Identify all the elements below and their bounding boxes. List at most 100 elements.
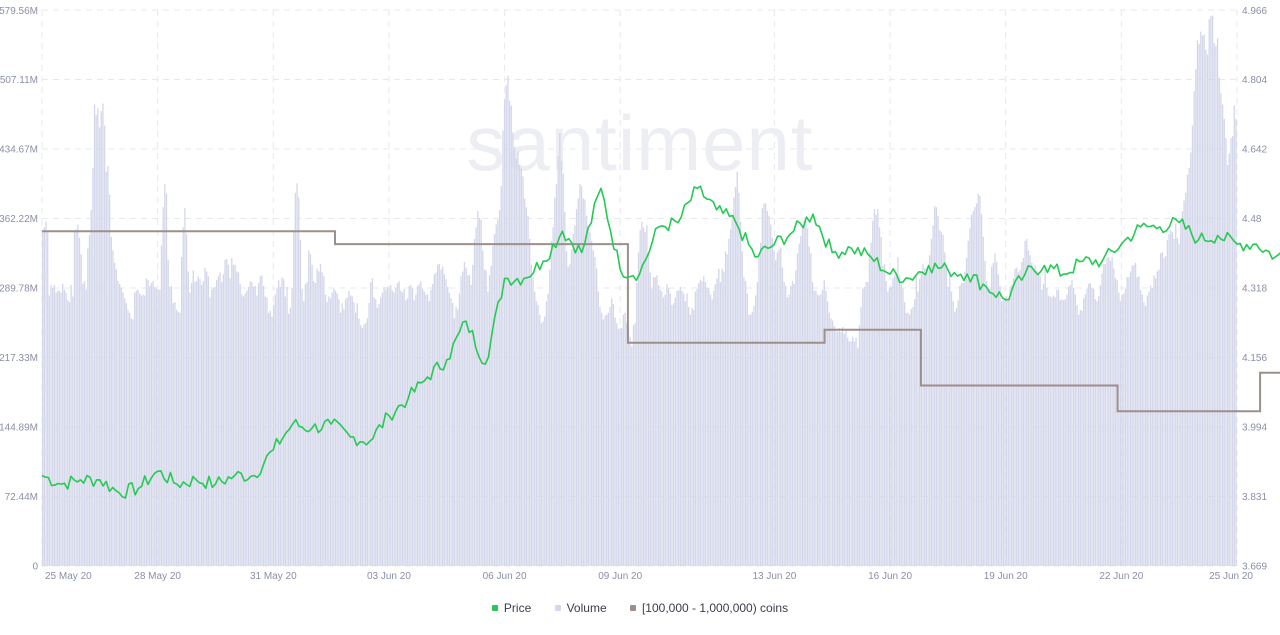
santiment-watermark: santiment: [466, 99, 813, 187]
volume-bar: [652, 277, 655, 566]
volume-bar: [940, 232, 943, 566]
right-axis-tick-label: 4.642: [1242, 145, 1267, 156]
volume-bar: [195, 281, 198, 566]
volume-bar: [107, 165, 109, 566]
volume-bar: [75, 229, 77, 566]
volume-bar: [211, 289, 213, 566]
volume-bar: [1118, 292, 1120, 566]
volume-bar: [1123, 293, 1125, 566]
volume-bar: [77, 224, 79, 566]
volume-bar: [226, 259, 228, 566]
volume-bar: [1039, 276, 1041, 566]
volume-bar: [979, 195, 981, 566]
volume-bar: [246, 290, 248, 566]
volume-bar: [744, 281, 747, 566]
volume-bar: [299, 239, 302, 566]
volume-bar: [1002, 299, 1005, 566]
volume-bar: [403, 288, 405, 566]
volume-bar: [57, 290, 59, 566]
volume-bar: [43, 227, 45, 566]
volume-bar: [214, 286, 216, 566]
volume-bar: [949, 271, 951, 566]
volume-bar: [60, 292, 62, 566]
volume-bar: [1215, 46, 1217, 566]
volume-bar: [1062, 300, 1065, 566]
volume-bar: [790, 285, 792, 566]
volume-bar: [475, 227, 477, 566]
volume-bar: [816, 294, 819, 566]
volume-bar: [467, 275, 469, 566]
volume-bar: [595, 268, 598, 566]
volume-bar: [477, 211, 479, 567]
right-axis-price: 3.669 3.831 3.994 4.156 4.318 4.48 4.642 4.804 4…: [1242, 6, 1267, 573]
volume-bar: [1081, 310, 1083, 566]
volume-bar: [209, 297, 211, 566]
volume-bar: [532, 277, 534, 566]
volume-bar: [810, 253, 812, 566]
volume-bar: [950, 291, 953, 566]
volume-bar: [455, 306, 457, 566]
volume-bar: [388, 287, 390, 566]
volume-bar: [1175, 223, 1177, 566]
legend-item-coins[interactable]: [100,000 - 1,000,000) coins: [629, 601, 788, 615]
volume-bar: [102, 103, 104, 566]
volume-bar: [293, 230, 295, 567]
legend-item-price[interactable]: Price: [491, 601, 531, 615]
volume-bar: [609, 306, 611, 566]
volume-bar: [110, 236, 112, 566]
volume-bar: [624, 312, 626, 566]
volume-bar: [684, 301, 687, 566]
volume-bar: [147, 280, 149, 566]
volume-bar: [125, 303, 127, 566]
volume-bar: [634, 323, 636, 566]
volume-bar: [611, 298, 613, 566]
volume-bar: [354, 312, 357, 566]
volume-bar: [688, 306, 690, 566]
volume-bar: [969, 228, 971, 566]
volume-bar: [53, 284, 56, 566]
left-axis-tick-label: 507.11M: [0, 75, 38, 86]
volume-bar: [741, 251, 743, 566]
volume-bar: [1098, 296, 1100, 566]
volume-bar: [453, 318, 456, 566]
volume-bar: [614, 317, 616, 566]
volume-bar: [1029, 255, 1031, 567]
volume-bar: [440, 269, 442, 566]
volume-bar: [1052, 295, 1055, 566]
volume-bar: [296, 183, 298, 566]
volume-bar: [642, 227, 645, 566]
volume-bar: [85, 289, 87, 566]
volume-bar: [729, 229, 732, 566]
volume-bar: [1133, 264, 1135, 566]
volume-bar: [1181, 211, 1184, 567]
volume-bar: [880, 236, 882, 566]
volume-bar: [793, 283, 795, 566]
volume-bar: [944, 252, 946, 567]
volume-bar: [134, 292, 136, 566]
volume-bar: [900, 282, 902, 566]
volume-bar: [875, 214, 877, 566]
volume-bar: [890, 286, 892, 566]
volume-bar: [1069, 284, 1071, 566]
volume-bar: [927, 266, 929, 566]
volume-bar: [813, 290, 815, 566]
volume-bar: [45, 221, 47, 566]
volume-bar: [719, 282, 722, 566]
volume-bar: [112, 250, 114, 566]
volume-bar: [582, 198, 584, 566]
volume-bar: [503, 99, 506, 566]
volume-bar: [207, 276, 210, 566]
volume-bar: [616, 323, 618, 566]
volume-bar: [835, 330, 837, 566]
legend-item-volume[interactable]: Volume: [554, 601, 607, 615]
volume-bar: [465, 267, 467, 566]
volume-bar: [416, 285, 419, 566]
volume-bar: [939, 230, 941, 567]
right-axis-tick-label: 4.48: [1242, 214, 1262, 225]
volume-bar: [868, 252, 871, 567]
volume-bar: [987, 288, 989, 566]
volume-bar: [1083, 298, 1085, 566]
volume-bar: [738, 192, 740, 566]
volume-bar: [219, 272, 221, 566]
volume-bar: [361, 328, 363, 566]
